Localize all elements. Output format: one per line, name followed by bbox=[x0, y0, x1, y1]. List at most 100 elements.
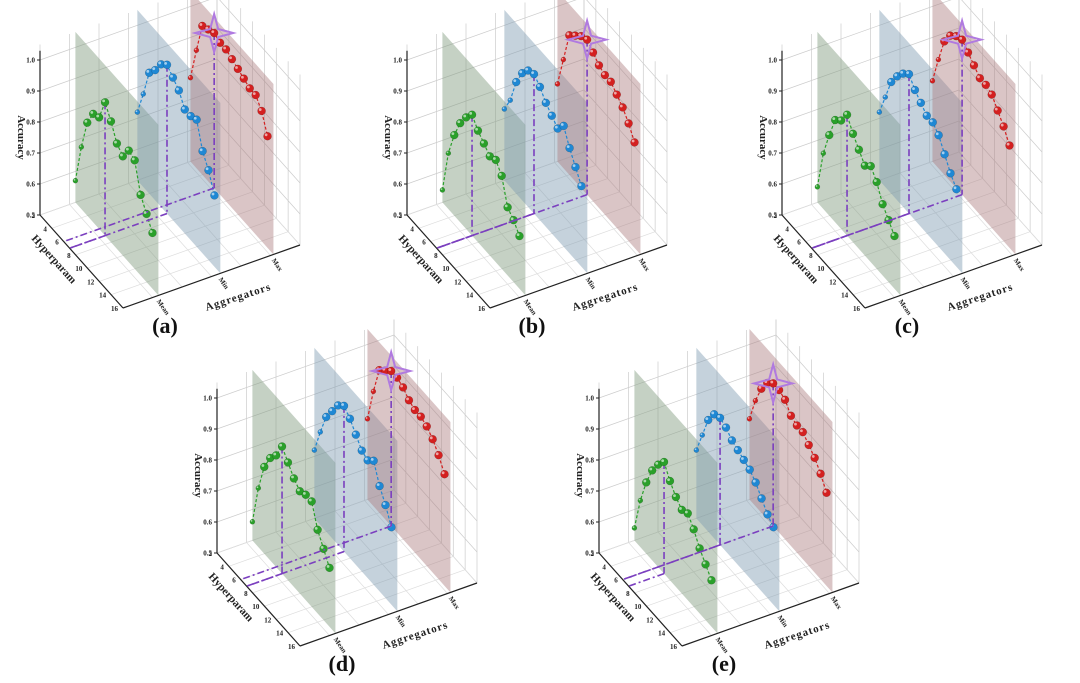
y-tick-label: 0.7 bbox=[393, 150, 402, 158]
x-axis-label: Aggregators bbox=[204, 281, 273, 314]
peak-floor-line bbox=[246, 572, 283, 587]
point-highlight bbox=[508, 98, 511, 101]
data-point bbox=[699, 432, 706, 438]
point-highlight bbox=[418, 413, 421, 417]
point-highlight bbox=[684, 510, 688, 514]
data-point bbox=[642, 478, 651, 487]
point-highlight bbox=[358, 447, 362, 451]
gridline bbox=[958, 27, 1043, 122]
z-tick-label: 14 bbox=[99, 292, 107, 300]
data-point bbox=[455, 118, 465, 128]
data-point bbox=[969, 61, 979, 70]
gridline bbox=[216, 151, 301, 246]
gridline bbox=[393, 396, 478, 491]
gridline bbox=[466, 218, 644, 282]
point-highlight bbox=[900, 70, 904, 74]
gridline bbox=[442, 191, 620, 256]
gridline bbox=[264, 542, 442, 607]
gridline bbox=[958, 58, 1043, 153]
point-highlight bbox=[353, 431, 356, 435]
data-point bbox=[162, 60, 172, 70]
gridline bbox=[775, 489, 860, 584]
x-tick-label: Max bbox=[270, 257, 285, 273]
z-axis-label: Hyperparam bbox=[206, 571, 256, 624]
x-tick-label: Min bbox=[217, 276, 231, 291]
z-tick-label: 12 bbox=[454, 278, 462, 286]
z-axis bbox=[598, 552, 683, 647]
z-tick-label: 16 bbox=[478, 305, 486, 313]
point-highlight bbox=[805, 442, 809, 445]
data-point bbox=[307, 497, 316, 506]
y-tick-label: 0.5 bbox=[768, 212, 777, 220]
data-point bbox=[227, 54, 237, 64]
data-point bbox=[72, 177, 79, 184]
point-highlight bbox=[250, 520, 253, 522]
point-highlight bbox=[883, 95, 886, 98]
point-highlight bbox=[199, 23, 203, 26]
point-highlight bbox=[188, 76, 191, 78]
z-tick-label: 6 bbox=[422, 239, 426, 247]
point-highlight bbox=[696, 545, 700, 549]
x-axis-label: Aggregators bbox=[763, 619, 832, 652]
data-point bbox=[1005, 141, 1014, 150]
data-point bbox=[757, 494, 766, 503]
data-point bbox=[251, 90, 260, 100]
data-point bbox=[780, 395, 790, 405]
gridline bbox=[305, 521, 389, 615]
z-tick-label: 6 bbox=[614, 577, 618, 585]
point-highlight bbox=[631, 139, 635, 143]
point-highlight bbox=[832, 117, 836, 121]
y-tick-label: 0.6 bbox=[585, 519, 594, 527]
point-highlight bbox=[700, 433, 703, 436]
data-point bbox=[497, 171, 506, 181]
point-highlight bbox=[519, 70, 523, 74]
y-tick-label: 0.5 bbox=[203, 550, 212, 558]
point-highlight bbox=[906, 71, 909, 75]
gridline bbox=[670, 569, 848, 634]
point-highlight bbox=[912, 87, 915, 91]
point-highlight bbox=[347, 415, 350, 419]
plane-mean bbox=[252, 369, 336, 634]
point-highlight bbox=[90, 111, 94, 114]
point-highlight bbox=[717, 415, 721, 418]
y-tick-label: 0.8 bbox=[768, 119, 777, 127]
point-highlight bbox=[211, 192, 215, 196]
gridline bbox=[628, 542, 712, 636]
data-point bbox=[940, 149, 949, 159]
data-point bbox=[150, 65, 160, 75]
gridline bbox=[929, 162, 1013, 256]
z-tick-label: 12 bbox=[87, 278, 95, 286]
point-highlight bbox=[694, 448, 697, 451]
z-tick-label: 12 bbox=[264, 616, 272, 624]
point-highlight bbox=[114, 140, 117, 144]
data-point bbox=[671, 492, 681, 502]
data-point bbox=[503, 203, 512, 212]
y-tick-label: 0.5 bbox=[393, 212, 402, 220]
data-point bbox=[559, 121, 568, 131]
point-highlight bbox=[223, 46, 227, 50]
data-point bbox=[612, 90, 621, 99]
point-highlight bbox=[516, 233, 520, 237]
gridline bbox=[646, 542, 824, 607]
point-highlight bbox=[596, 62, 599, 66]
x-axis bbox=[864, 244, 1043, 309]
point-highlight bbox=[838, 117, 842, 121]
z-tick-label: 14 bbox=[841, 292, 849, 300]
point-highlight bbox=[531, 71, 534, 75]
data-point bbox=[416, 412, 426, 421]
z-tick-label: 8 bbox=[434, 252, 438, 260]
y-tick-label: 0.7 bbox=[585, 488, 594, 496]
data-point bbox=[993, 106, 1002, 115]
gridline bbox=[610, 502, 788, 567]
data-point bbox=[118, 152, 128, 161]
z-tick-label: 14 bbox=[466, 292, 474, 300]
gridline bbox=[634, 529, 812, 594]
plane-max bbox=[367, 328, 451, 593]
gridline bbox=[840, 193, 925, 288]
data-point bbox=[271, 451, 281, 460]
point-highlight bbox=[788, 412, 791, 416]
point-highlight bbox=[947, 170, 951, 174]
data-point bbox=[83, 118, 92, 127]
gridline bbox=[793, 164, 971, 229]
